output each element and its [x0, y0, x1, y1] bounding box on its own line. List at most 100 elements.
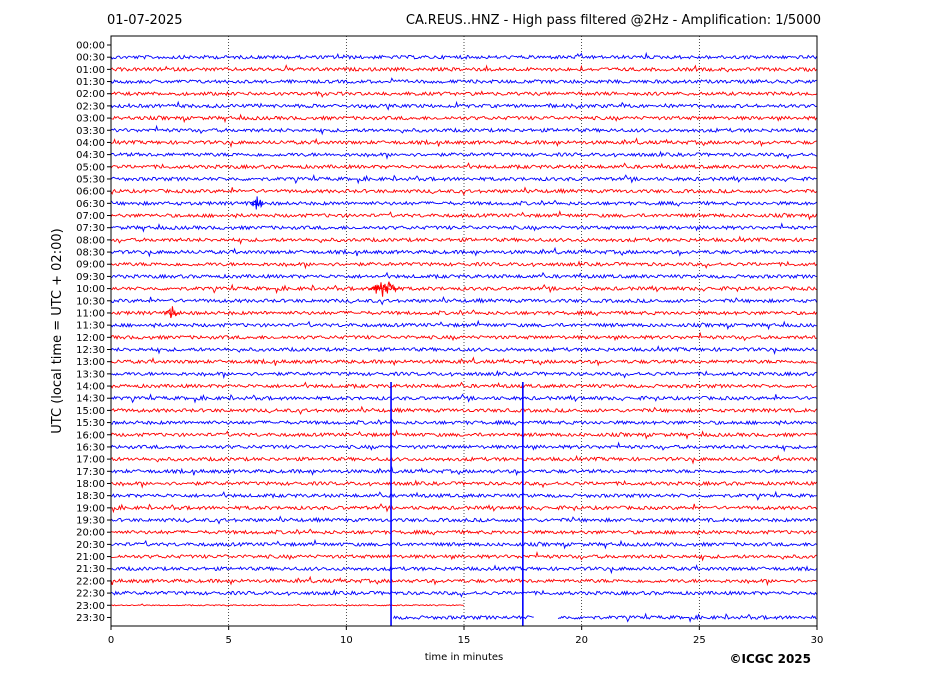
- trace-2100: [110, 550, 817, 562]
- y-tick-label: 19:30: [76, 516, 105, 527]
- y-tick-label: 20:30: [76, 540, 105, 551]
- event-burst: [249, 196, 264, 210]
- trace-1500: [110, 405, 817, 416]
- y-tick-label: 09:00: [76, 260, 105, 271]
- x-tick-label: 20: [575, 635, 588, 646]
- y-tick-label: 18:00: [76, 479, 105, 490]
- y-tick-label: 04:30: [76, 150, 105, 161]
- trace-0730: [110, 222, 817, 233]
- y-tick-label: 07:00: [76, 211, 105, 222]
- y-tick-label: 18:30: [76, 491, 105, 502]
- y-tick-label: 10:30: [76, 296, 105, 307]
- trace-1530: [110, 418, 817, 426]
- y-tick-label: 12:00: [76, 333, 105, 344]
- trace-1030: [110, 295, 818, 306]
- trace-0200: [110, 90, 817, 98]
- y-axis-label: UTC (local time = UTC + 02:00): [50, 228, 65, 433]
- trace-0130: [110, 77, 817, 85]
- y-tick-label: 16:30: [76, 442, 105, 453]
- trace-0330: [110, 124, 817, 136]
- y-tick-label: 12:30: [76, 345, 105, 356]
- trace-1430: [110, 393, 817, 404]
- y-tick-label: 02:30: [76, 101, 105, 112]
- y-tick-label: 08:30: [76, 248, 105, 259]
- trace-1800: [110, 479, 817, 489]
- y-tick-label: 02:00: [76, 89, 105, 100]
- y-tick-label: 15:00: [76, 406, 105, 417]
- y-tick-label: 06:00: [76, 187, 105, 198]
- trace-1330: [110, 369, 817, 380]
- y-tick-label: 01:00: [76, 65, 105, 76]
- trace-0230: [110, 100, 817, 111]
- x-tick-label: 5: [225, 635, 231, 646]
- x-axis-label: time in minutes: [425, 652, 504, 663]
- y-tick-label: 14:30: [76, 394, 105, 405]
- y-tick-label: 17:00: [76, 455, 105, 466]
- x-tick-label: 25: [693, 635, 706, 646]
- y-tick-label: 20:00: [76, 528, 105, 539]
- y-tick-label: 13:00: [76, 357, 105, 368]
- trace-0930: [110, 271, 817, 280]
- trace-0530: [110, 173, 817, 185]
- y-tick-label: 17:30: [76, 467, 105, 478]
- y-tick-label: 04:00: [76, 138, 105, 149]
- trace-2030: [110, 538, 817, 550]
- date-label: 01-07-2025: [107, 13, 183, 28]
- y-tick-label: 22:30: [76, 589, 105, 600]
- trace-1300: [110, 356, 817, 367]
- chart-title: CA.REUS..HNZ - High pass filtered @2Hz -…: [406, 13, 821, 28]
- trace-1100: [110, 309, 817, 317]
- trace-1930: [110, 515, 817, 525]
- event-burst: [164, 306, 180, 319]
- y-tick-label: 19:00: [76, 503, 105, 514]
- y-tick-label: 03:30: [76, 126, 105, 137]
- trace-0700: [110, 209, 818, 221]
- y-tick-label: 05:00: [76, 162, 105, 173]
- y-tick-label: 08:00: [76, 235, 105, 246]
- trace-1200: [110, 331, 817, 342]
- y-tick-label: 06:30: [76, 199, 105, 210]
- trace-0800: [110, 235, 817, 245]
- trace-2330: [557, 612, 817, 623]
- trace-1130: [110, 319, 817, 331]
- trace-1000: [110, 283, 817, 295]
- trace-1900: [110, 503, 817, 514]
- trace-2200: [110, 575, 817, 587]
- x-tick-label: 0: [108, 635, 114, 646]
- trace-1730: [110, 465, 817, 477]
- copyright-label: ©ICGC 2025: [729, 652, 811, 666]
- trace-1830: [110, 490, 817, 501]
- trace-0430: [110, 150, 817, 160]
- y-tick-label: 22:00: [76, 576, 105, 587]
- trace-0630: [110, 199, 817, 207]
- trace-0400: [110, 137, 817, 148]
- y-tick-label: 13:30: [76, 369, 105, 380]
- trace-1400: [110, 381, 817, 390]
- y-tick-label: 16:00: [76, 430, 105, 441]
- x-tick-labels: 0 5 10 15 20 25 30: [108, 626, 823, 646]
- y-tick-label: 23:00: [76, 601, 105, 612]
- y-tick-label: 15:30: [76, 418, 105, 429]
- y-tick-label: 21:30: [76, 564, 105, 575]
- trace-2000: [110, 528, 817, 536]
- trace-2130: [110, 564, 817, 575]
- trace-rows: [110, 51, 818, 623]
- y-tick-label: 21:00: [76, 552, 105, 563]
- y-tick-label: 10:00: [76, 284, 105, 295]
- trace-0100: [110, 64, 817, 73]
- trace-0830: [110, 246, 817, 258]
- trace-2300: [110, 603, 464, 607]
- y-tick-label: 07:30: [76, 223, 105, 234]
- trace-1230: [110, 345, 817, 356]
- seismic-events: [164, 196, 524, 626]
- y-tick-label: 00:00: [76, 41, 105, 52]
- grid-lines: [228, 36, 700, 626]
- y-tick-label: 05:30: [76, 174, 105, 185]
- trace-0600: [110, 186, 817, 196]
- x-tick-label: 10: [340, 635, 353, 646]
- y-tick-label: 14:00: [76, 382, 105, 393]
- x-tick-label: 15: [458, 635, 471, 646]
